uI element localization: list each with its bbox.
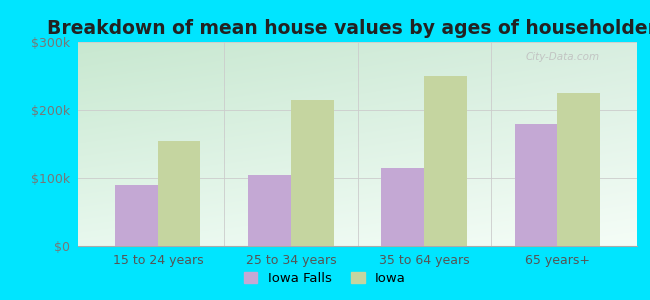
Bar [115, 185, 158, 246]
Bar [557, 93, 600, 246]
Bar [291, 100, 333, 246]
Bar [248, 175, 291, 246]
Bar [158, 141, 200, 246]
Bar [424, 76, 467, 246]
Title: Breakdown of mean house values by ages of householders: Breakdown of mean house values by ages o… [47, 19, 650, 38]
Text: City-Data.com: City-Data.com [525, 52, 599, 62]
Bar [515, 124, 557, 246]
Legend: Iowa Falls, Iowa: Iowa Falls, Iowa [239, 267, 411, 290]
Bar [382, 168, 424, 246]
